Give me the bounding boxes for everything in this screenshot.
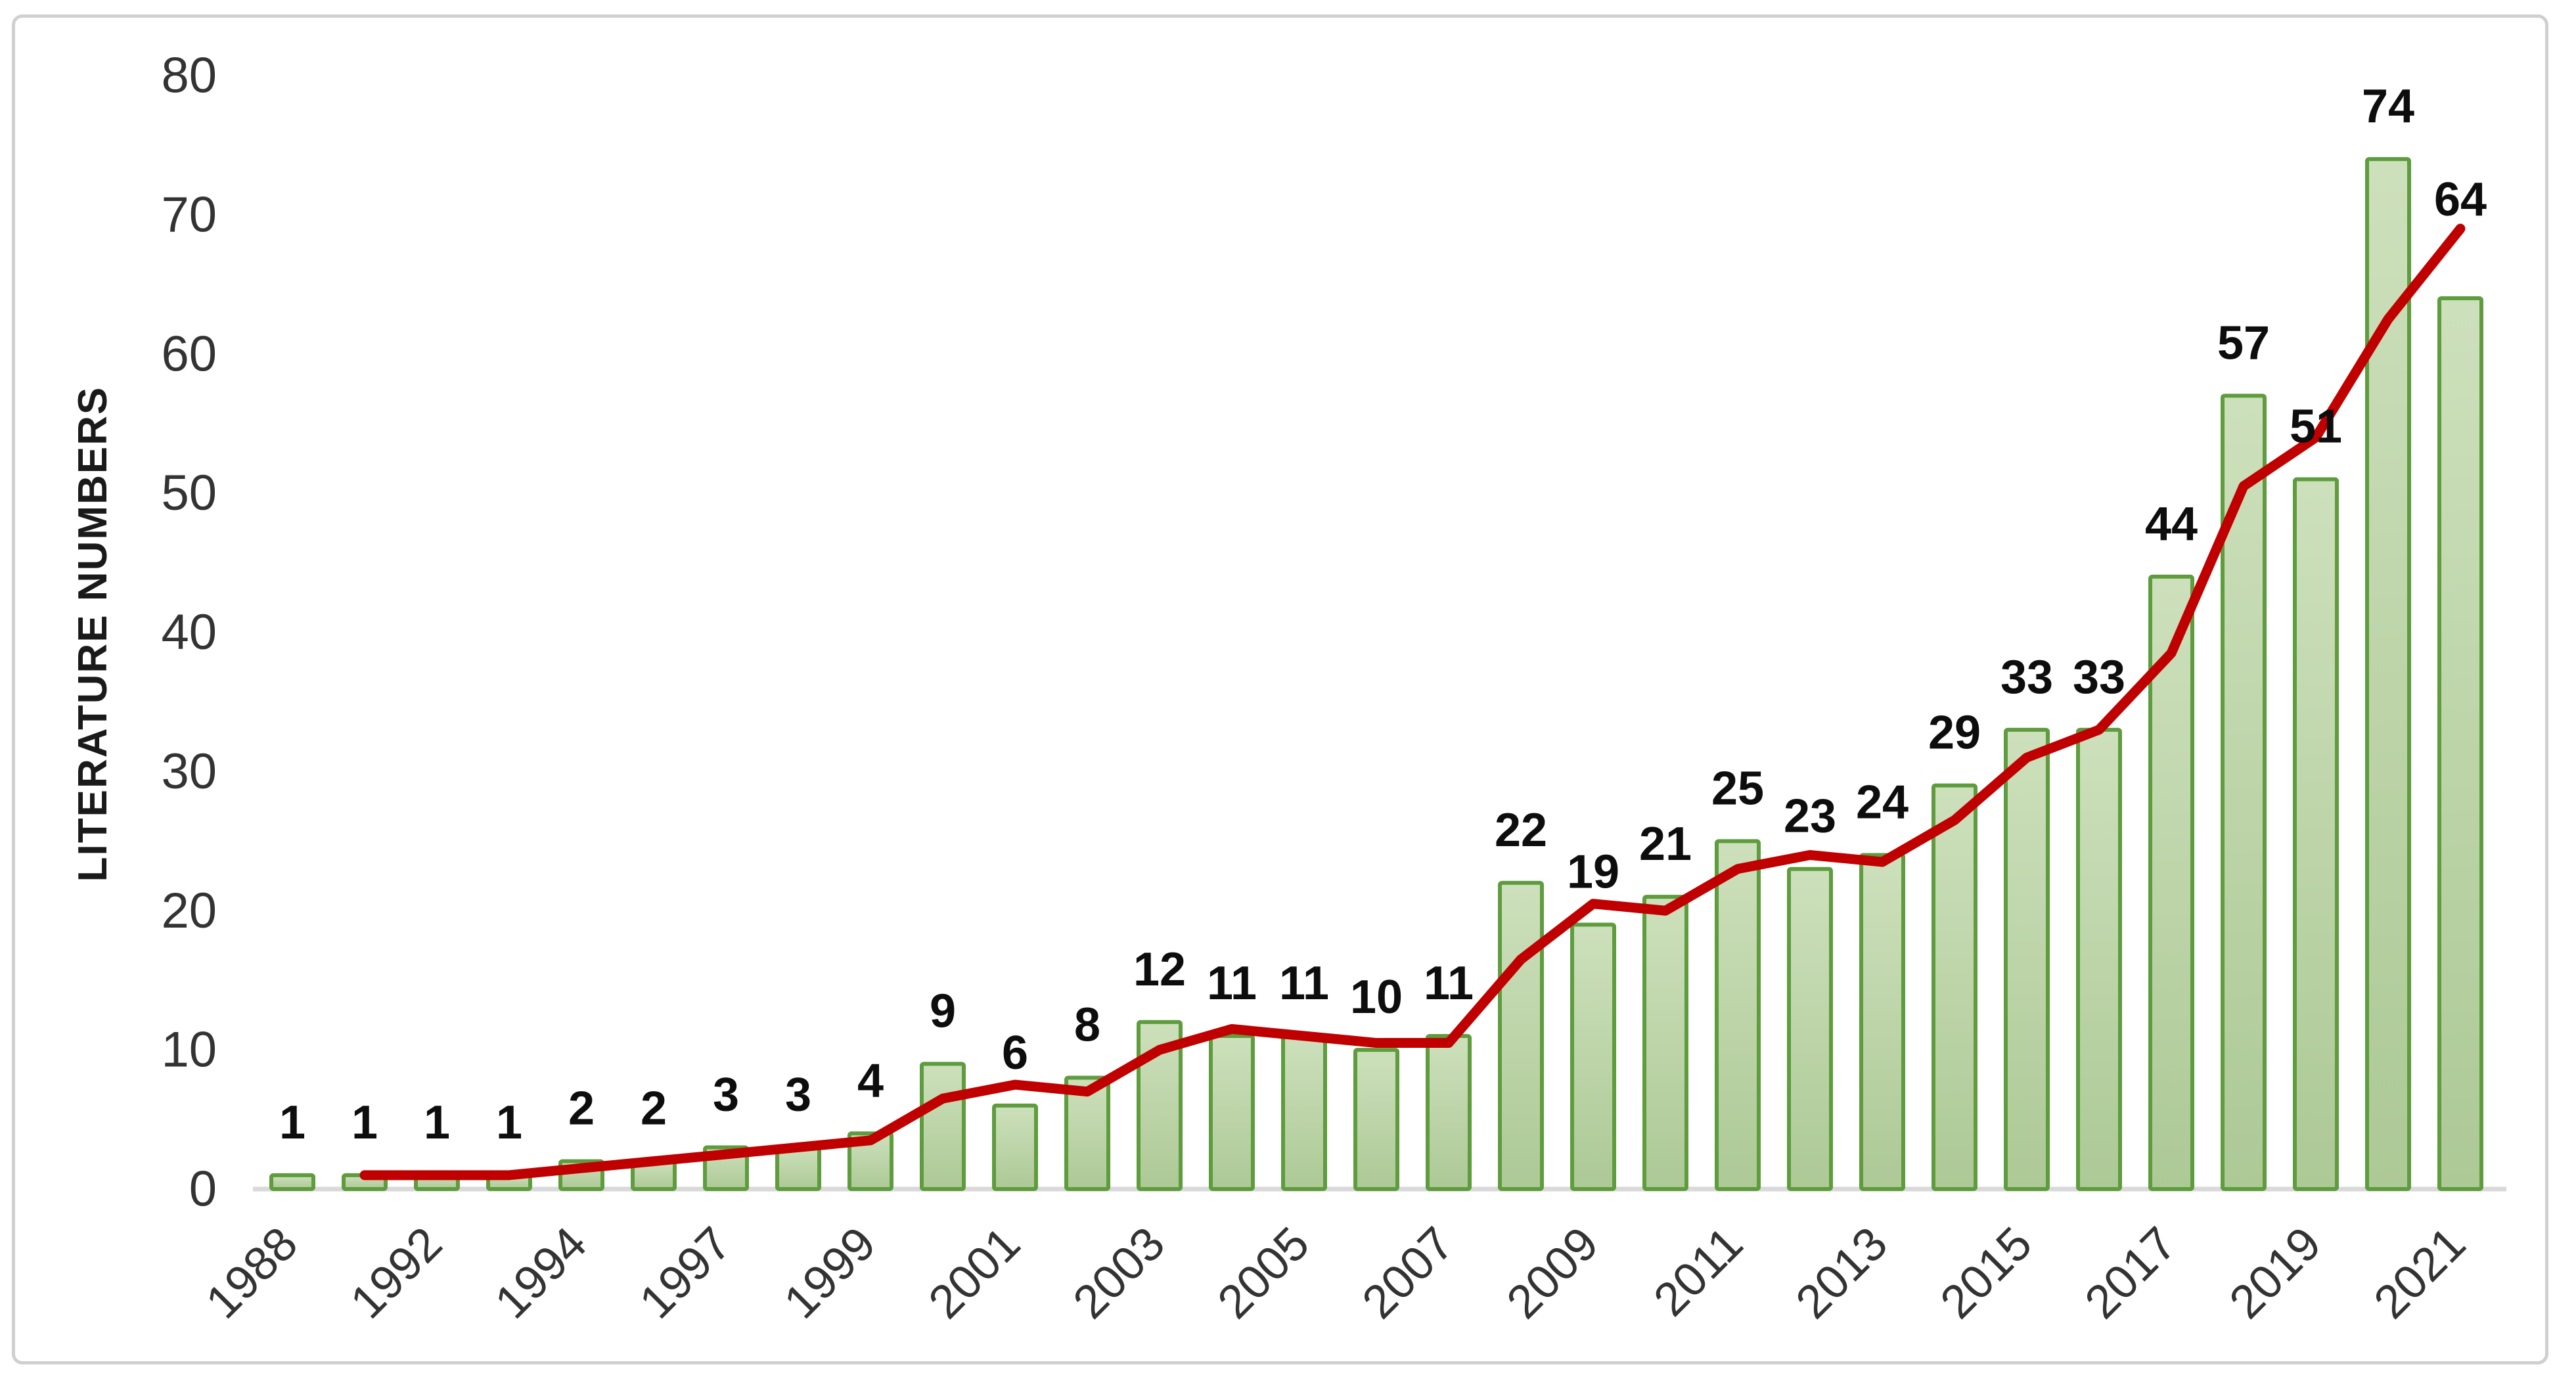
bar-data-label: 25: [1711, 762, 1764, 815]
bar-data-label: 8: [1074, 999, 1100, 1052]
bar: [2076, 727, 2122, 1191]
bar: [2221, 394, 2267, 1191]
bar-data-label: 6: [1002, 1027, 1028, 1079]
bar-data-label: 12: [1133, 943, 1186, 996]
bar-data-label: 51: [2290, 400, 2342, 453]
bar: [1353, 1048, 1399, 1191]
y-tick-label: 0: [189, 1161, 217, 1217]
x-tick-label: 2007: [1352, 1217, 1464, 1329]
y-tick-label: 10: [161, 1022, 217, 1078]
bar-data-label: 74: [2362, 80, 2414, 133]
bar: [1642, 895, 1688, 1191]
bar: [1859, 853, 1905, 1191]
y-tick-label: 40: [161, 604, 217, 660]
bar-data-label: 1: [496, 1096, 522, 1149]
bar-data-label: 29: [1928, 707, 1981, 759]
bar: [1281, 1033, 1327, 1191]
x-tick-label: 2015: [1930, 1217, 2042, 1329]
bar-data-label: 11: [1279, 957, 1329, 1010]
bar-data-label: 3: [713, 1068, 739, 1121]
bar: [1426, 1033, 1472, 1191]
x-tick-label: 1992: [340, 1217, 452, 1329]
x-tick-label: 2011: [1644, 1217, 1753, 1326]
bar-series: [269, 157, 2483, 1191]
bar-data-label: 1: [424, 1096, 450, 1149]
bar-data-label: 33: [2000, 651, 2053, 704]
bar: [1064, 1075, 1110, 1191]
y-tick-label: 30: [161, 744, 217, 799]
y-tick-label: 60: [161, 326, 217, 382]
trend-line: [359, 223, 2466, 1181]
x-tick-label: 1997: [629, 1217, 741, 1329]
bar-data-label: 11: [1207, 957, 1257, 1010]
y-tick-label: 20: [161, 883, 217, 939]
bar-data-label: 2: [568, 1083, 595, 1135]
x-tick-label: 2001: [918, 1217, 1030, 1329]
x-axis-tick-layer: 1988 1992 1994 1997 1999 2001 2003 2005 2007 2009…: [196, 1217, 2475, 1329]
bar-data-label: 1: [351, 1096, 378, 1149]
y-axis-title: LITERATURE NUMBERS: [70, 386, 116, 882]
bar: [1787, 867, 1833, 1191]
x-tick-label: 2009: [1497, 1217, 1608, 1329]
x-tick-label: 2005: [1208, 1217, 1319, 1329]
x-tick-label: 2019: [2219, 1217, 2331, 1329]
bar-data-label: 4: [857, 1054, 884, 1107]
bar: [269, 1173, 315, 1191]
bar: [1715, 839, 1761, 1191]
bar-data-label: 11: [1424, 957, 1474, 1010]
x-tick-label: 1988: [196, 1217, 307, 1329]
bar-data-label: 1: [279, 1096, 305, 1149]
trend-line-series: [359, 223, 2466, 1181]
bar: [992, 1103, 1038, 1191]
x-tick-label: 1999: [774, 1217, 886, 1329]
y-tick-label: 70: [161, 187, 217, 242]
bar-data-label: 24: [1856, 777, 1909, 829]
chart-border-frame: [12, 14, 2548, 1364]
x-tick-label: 2013: [1786, 1217, 1897, 1329]
bar: [1498, 880, 1544, 1191]
bar-data-label: 44: [2145, 498, 2198, 551]
bar: [2148, 574, 2194, 1191]
x-tick-label: 2003: [1063, 1217, 1175, 1329]
bar-data-label: 22: [1495, 804, 1547, 857]
bar: [2437, 296, 2483, 1191]
y-tick-label: 50: [161, 465, 217, 521]
bar: [1932, 783, 1977, 1191]
bar-data-label: 23: [1784, 790, 1836, 843]
bar-data-label: 19: [1567, 845, 1619, 898]
x-tick-label: 2017: [2075, 1217, 2186, 1329]
y-axis-tick-layer: 0 10 20 30 40 50 60 70 80: [161, 48, 217, 1217]
bar: [847, 1131, 893, 1191]
bar-data-label: 57: [2217, 317, 2270, 369]
bar: [1209, 1033, 1255, 1191]
bar: [2293, 477, 2339, 1191]
bar: [2365, 157, 2411, 1191]
bar: [920, 1062, 966, 1191]
bar: [1570, 922, 1616, 1191]
bar-data-label: 3: [785, 1068, 811, 1121]
bar-data-label: 21: [1639, 818, 1692, 870]
bar-data-label: 9: [930, 985, 956, 1037]
bar: [1137, 1020, 1183, 1191]
bar-data-label: 2: [641, 1083, 667, 1135]
x-tick-label: 2021: [2364, 1217, 2475, 1329]
bar-data-label: 10: [1350, 971, 1403, 1024]
bar-data-label: 64: [2434, 173, 2487, 226]
bar: [2004, 727, 2050, 1191]
bar-data-label: 33: [2073, 651, 2125, 704]
y-tick-label: 80: [161, 48, 217, 104]
x-tick-label: 1994: [485, 1217, 597, 1329]
